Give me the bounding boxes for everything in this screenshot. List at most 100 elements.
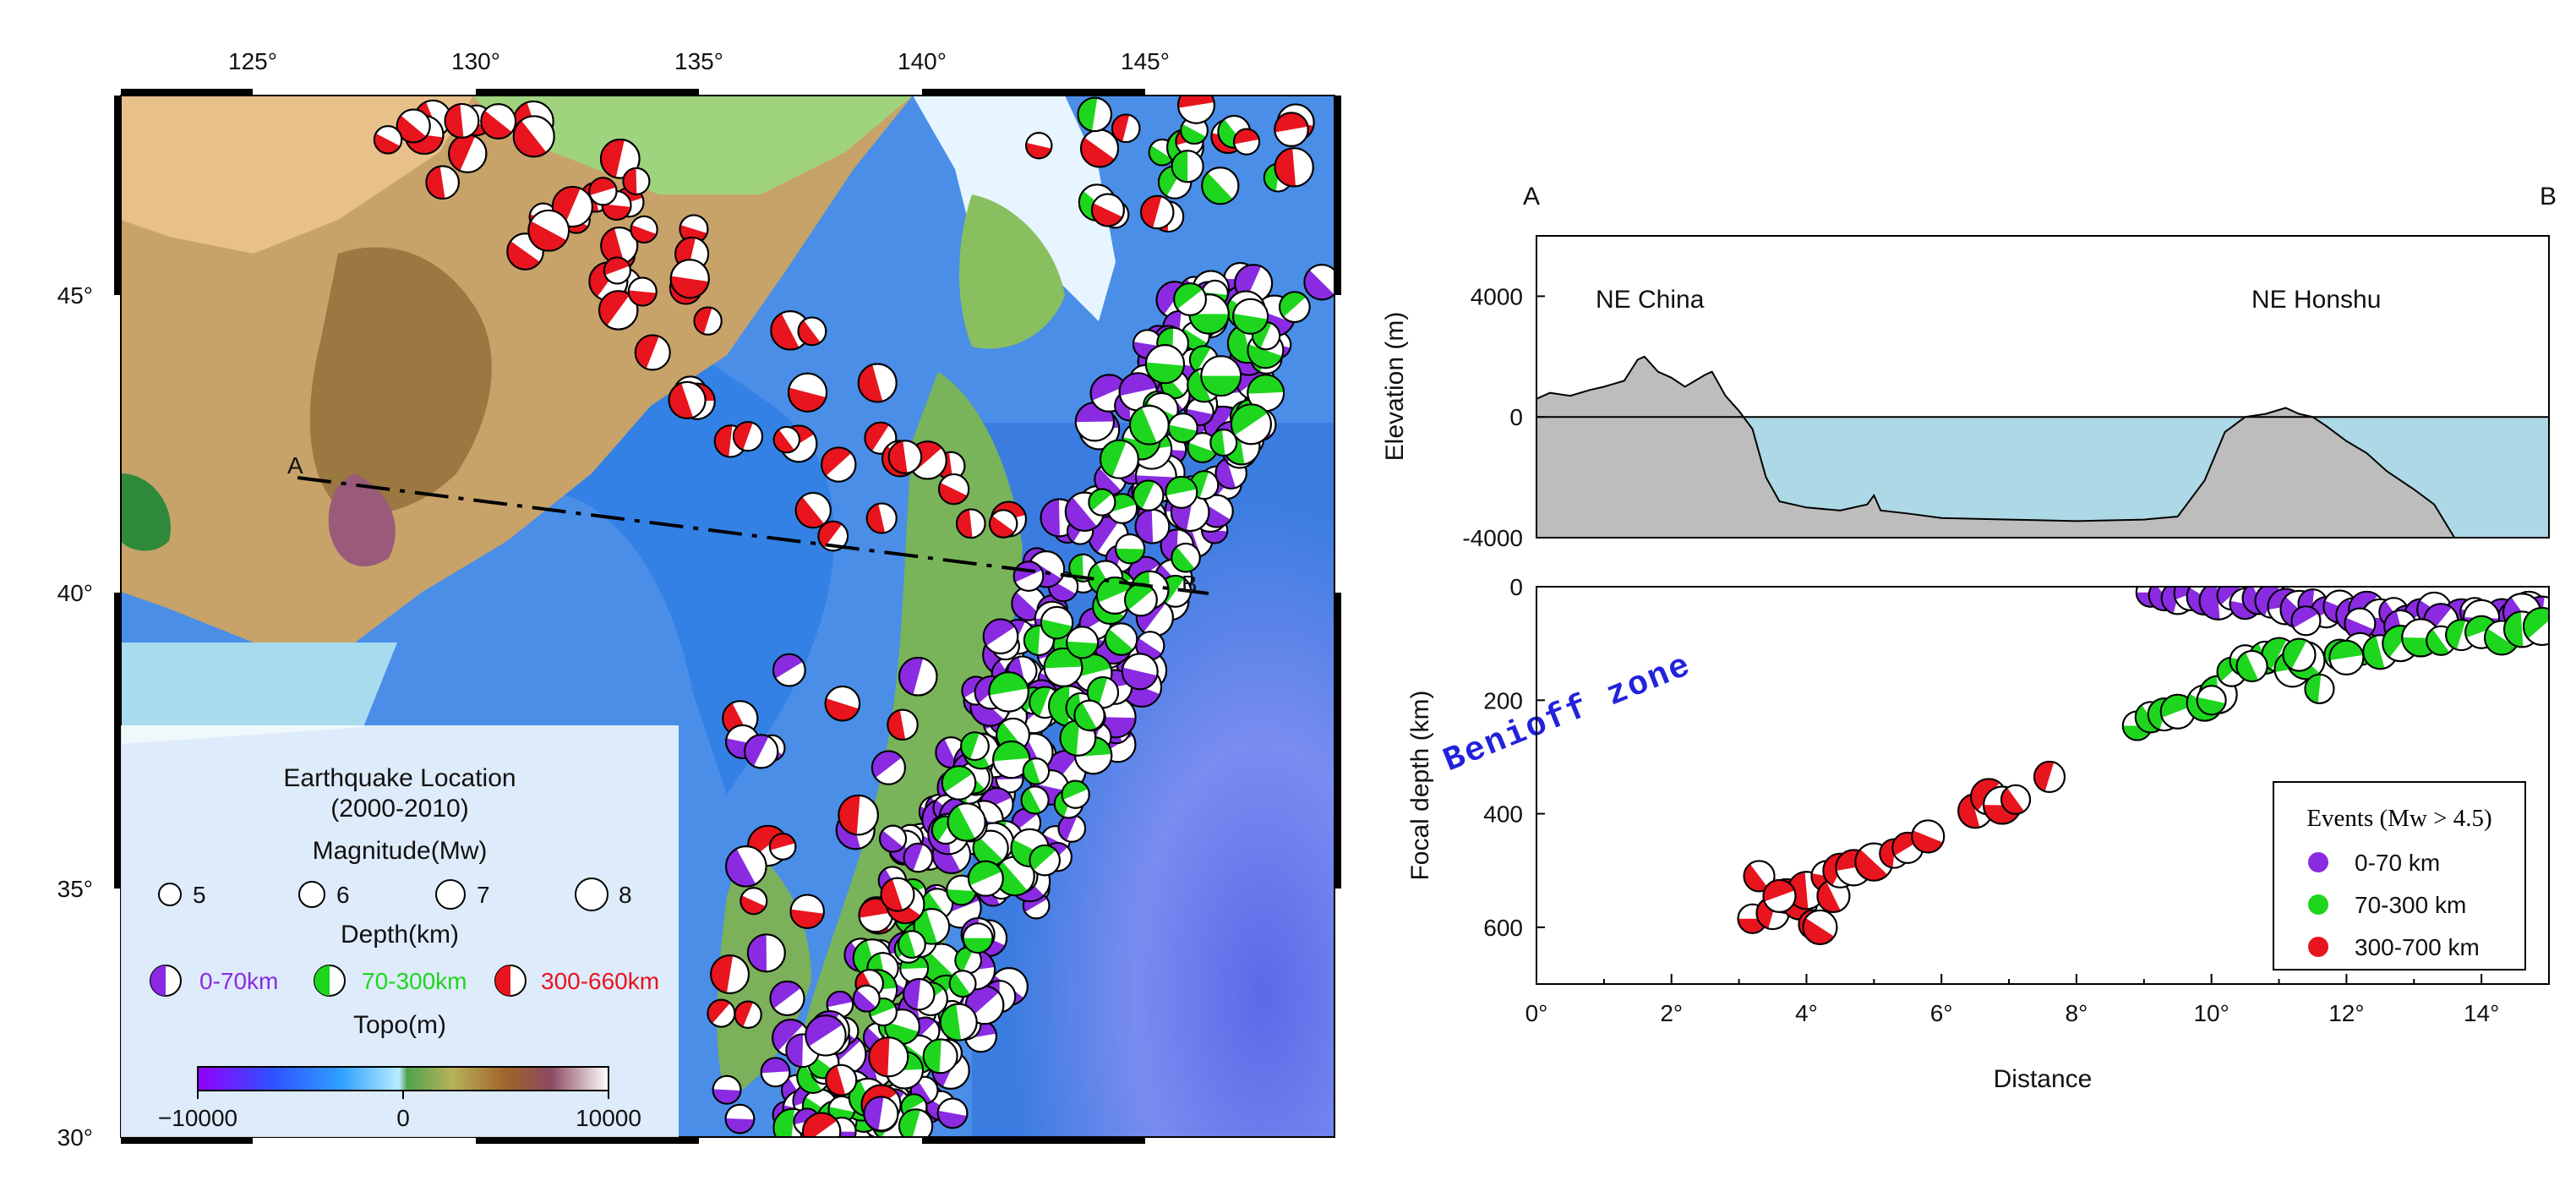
map-event-outline [880, 877, 915, 912]
map-event-fill [740, 895, 766, 915]
map-event-fill [790, 909, 824, 928]
event-point [2304, 673, 2335, 704]
map-event-fill [711, 955, 734, 993]
map-event-outline [1020, 785, 1050, 815]
event-fill [1855, 849, 1888, 881]
map-event-fill [1231, 404, 1268, 435]
topography-area [1536, 356, 2549, 538]
map-event [870, 750, 906, 785]
map-event-fill [821, 447, 852, 476]
focal-legend-title: Events (Mw > 4.5) [2306, 805, 2491, 832]
magnitude-symbol [575, 878, 609, 911]
map-event-outline [480, 103, 517, 139]
map-event [588, 177, 618, 206]
map-event [939, 1003, 978, 1042]
event-fill [1958, 794, 1980, 828]
map-event [1090, 193, 1125, 227]
event-fill [2033, 761, 2055, 792]
map-event [1132, 479, 1165, 511]
map-event-fill [898, 931, 916, 958]
map-event-outline [1040, 605, 1074, 640]
map-event-fill [1119, 373, 1157, 396]
map-event-fill [601, 227, 625, 265]
map-event-fill [670, 276, 709, 298]
map-event-fill [1149, 145, 1173, 166]
map-event [1144, 344, 1185, 385]
frame-bar-top [121, 89, 253, 96]
mountain-range [309, 247, 492, 514]
map-event-fill [1058, 815, 1078, 841]
map-event-fill [589, 178, 616, 195]
map-event [600, 227, 639, 265]
map-event-fill [396, 115, 427, 143]
okhotsk-shelf [913, 96, 1116, 321]
map-event [898, 1108, 934, 1137]
map-event-fill [1089, 489, 1112, 511]
magnitude-legend: 5 6 7 8 [158, 878, 632, 911]
map-event-fill [770, 981, 801, 1009]
map-event [903, 977, 936, 1011]
benioff-zone-label: Benioff zone [1438, 647, 1697, 781]
map-event-fill [961, 732, 980, 760]
map-event-fill [694, 307, 712, 335]
map-event-fill [1135, 509, 1154, 544]
event-fill [1971, 779, 2000, 811]
map-event-fill [669, 383, 694, 418]
event-fill [2363, 635, 2385, 670]
map-event [630, 215, 658, 244]
map-event [879, 824, 908, 853]
map-event-fill [947, 805, 975, 841]
map-event-fill [1210, 429, 1225, 457]
magnitude-label: 5 [193, 882, 206, 908]
map-event-outline [724, 1103, 756, 1135]
map-event-fill [602, 204, 631, 220]
map-event-fill [1234, 128, 1259, 145]
map-event [669, 259, 710, 299]
y-tick-label: 400 [1483, 801, 1523, 828]
map-event-outline [857, 363, 898, 403]
map-event-fill [1165, 476, 1197, 495]
map-event-fill [1065, 496, 1097, 531]
map-event-fill [795, 496, 825, 528]
map-event-outline [732, 421, 763, 452]
map-event-outline [852, 984, 881, 1013]
profile-line [297, 476, 1209, 595]
event-fill [2465, 615, 2497, 638]
map-event-fill [923, 1039, 941, 1074]
map-event [512, 115, 555, 158]
map-event-outline [797, 316, 827, 347]
map-event-fill [1202, 172, 1233, 205]
map-event-fill [936, 738, 958, 768]
focal-legend: Events (Mw > 4.5) 0-70 km 70-300 km 300-… [2273, 781, 2526, 971]
legend-marker-deep [2308, 937, 2328, 957]
map-event-outline [1077, 96, 1112, 133]
map-event-outline [805, 1014, 847, 1057]
map-event-outline [1104, 622, 1138, 656]
focal-y-ticks: 0 200 400 600 [1483, 574, 1545, 941]
event-fill [2524, 608, 2549, 639]
map-event-outline [825, 1064, 858, 1096]
depth-symbol-fill [150, 965, 166, 996]
map-event-fill [983, 619, 1015, 646]
map-event [603, 256, 631, 285]
map-event-fill [600, 139, 625, 178]
map-event [852, 984, 881, 1013]
magnitude-label: 6 [336, 882, 350, 908]
map-event-fill [1274, 112, 1308, 133]
event-point [2159, 693, 2196, 730]
map-event-outline [903, 842, 934, 873]
map-event-outline [941, 765, 977, 801]
event-outline [1911, 819, 1946, 854]
map-event-fill [903, 978, 921, 1010]
map-event-outline [898, 1108, 934, 1137]
map-event-outline [746, 933, 786, 973]
event-fill [2329, 640, 2364, 661]
map-event [1177, 96, 1215, 124]
map-event-fill [1091, 203, 1123, 227]
map-event-outline [707, 998, 736, 1028]
legend-years: (2000-2010) [330, 795, 468, 823]
event-outline [1762, 878, 1797, 913]
event-outline [2523, 607, 2549, 646]
map-event-outline [868, 1036, 909, 1078]
